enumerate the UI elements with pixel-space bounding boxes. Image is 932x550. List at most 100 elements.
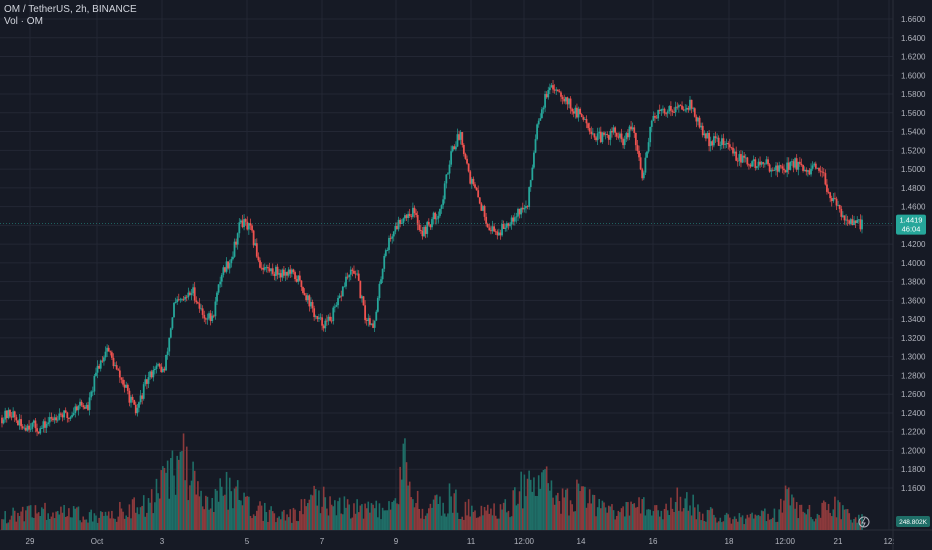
volume-bar [173, 476, 175, 530]
candle-body [758, 162, 760, 167]
candle-body [506, 223, 508, 227]
volume-bar [447, 513, 449, 530]
candle-body [632, 127, 634, 129]
candle-body [98, 366, 100, 369]
volume-bar [756, 516, 758, 530]
candle-body [404, 215, 406, 218]
volume-bar [727, 514, 729, 530]
volume-bar [783, 500, 785, 530]
candle-body [703, 133, 705, 135]
x-axis-tick-label: Oct [91, 537, 104, 546]
volume-bar [294, 510, 296, 530]
volume-bar [557, 493, 559, 530]
candle-body [251, 226, 253, 231]
candle-body [149, 371, 151, 377]
candle-body [748, 164, 750, 165]
candle-body [385, 250, 387, 256]
candle-body [229, 263, 231, 268]
candle-body [565, 97, 567, 101]
candle-body [474, 184, 476, 187]
volume-bar [109, 518, 111, 530]
candle-body [630, 127, 632, 130]
volume-bar [525, 496, 527, 530]
candle-body [226, 261, 228, 271]
candle-body [329, 317, 331, 321]
candle-body [43, 421, 45, 428]
volume-bar [312, 495, 314, 530]
volume-bar [485, 511, 487, 530]
volume-bar [278, 516, 280, 530]
volume-bar [538, 475, 540, 530]
volume-bar [117, 517, 119, 530]
volume-bar [625, 502, 627, 530]
candle-body [453, 146, 455, 149]
candle-body [546, 94, 548, 97]
volume-bar [840, 519, 842, 530]
symbol-title[interactable]: OM / TetherUS, 2h, BINANCE [4, 4, 137, 16]
candle-body [278, 273, 280, 275]
candle-body [52, 419, 54, 421]
volume-bar [262, 521, 264, 530]
volume-bar [482, 515, 484, 530]
y-axis-tick-label: 1.2400 [901, 409, 926, 418]
volume-bar [829, 513, 831, 530]
candle-body [90, 392, 92, 398]
volume-bar [469, 517, 471, 530]
volume-bar [598, 499, 600, 530]
volume-bar [393, 501, 395, 530]
candle-body [675, 107, 677, 113]
volume-bar [296, 521, 298, 530]
volume-bar [632, 504, 634, 530]
volume-bar [98, 518, 100, 530]
candle-body [82, 405, 84, 407]
volume-bar [160, 470, 162, 530]
volume-bar [689, 505, 691, 530]
candle-body [168, 338, 170, 352]
volume-bar [466, 515, 468, 530]
volume-bar [705, 522, 707, 530]
candle-body [259, 260, 261, 267]
volume-bar [576, 480, 578, 530]
candle-body [797, 162, 799, 170]
volume-bar [739, 513, 741, 530]
volume-bar [234, 488, 236, 530]
volume-bar [560, 514, 562, 530]
candle-body [371, 323, 373, 324]
volume-bar [218, 502, 220, 530]
candle-body [136, 408, 138, 413]
candle-body [293, 269, 295, 272]
volume-bar [170, 458, 172, 530]
volume-bar [199, 496, 201, 530]
candle-body [802, 165, 804, 171]
volume-bar [86, 519, 88, 530]
candle-body [855, 221, 857, 223]
volume-bar [589, 489, 591, 530]
candle-body [603, 133, 605, 135]
volume-bar [600, 508, 602, 530]
volume-bar [547, 483, 549, 530]
volume-bar [250, 516, 252, 530]
candle-body [836, 199, 838, 206]
candle-body [559, 91, 561, 92]
candle-body [742, 156, 744, 163]
volume-bar [208, 510, 210, 530]
candle-body [79, 402, 81, 406]
volume-bar [630, 502, 632, 530]
volume-bar [541, 472, 543, 530]
candle-body [146, 379, 148, 384]
volume-bar [559, 501, 561, 530]
candle-body [133, 400, 135, 405]
candle-body [124, 385, 126, 388]
volume-indicator-title[interactable]: Vol · OM [4, 16, 137, 28]
volume-bar [105, 512, 107, 530]
volume-bar [707, 510, 709, 530]
volume-bar [347, 499, 349, 530]
candle-body [726, 143, 728, 144]
candle-body [845, 220, 847, 221]
candle-body [692, 108, 694, 109]
candle-body [312, 302, 314, 308]
x-axis-tick-label: 21 [834, 537, 843, 546]
candle-body [504, 228, 506, 229]
